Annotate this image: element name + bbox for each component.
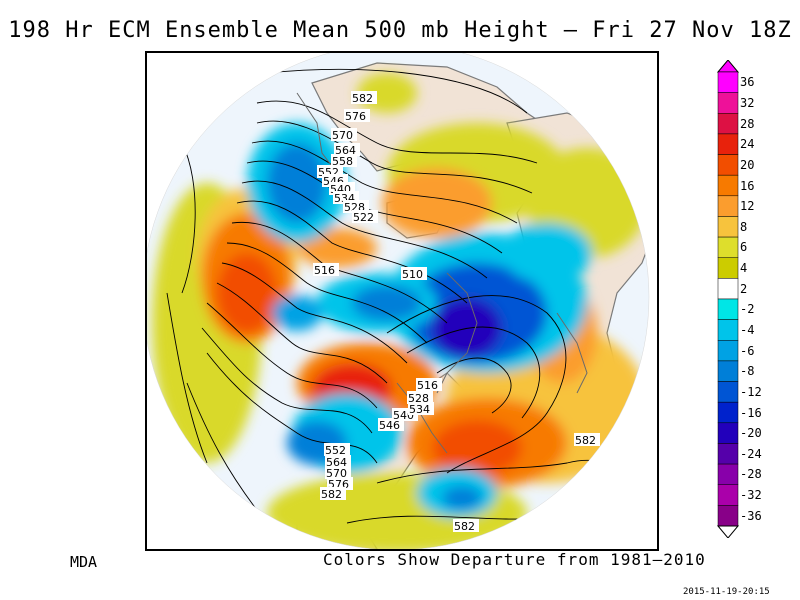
timestamp: 2015-11-19-20:15 [683, 587, 770, 597]
colorbar [716, 60, 740, 538]
contour-label: 522 [352, 210, 378, 224]
svg-text:534: 534 [409, 403, 430, 416]
colorbar-swatch [717, 484, 739, 506]
colorbar-swatch [717, 195, 739, 217]
contour-label: 564 [334, 143, 360, 157]
svg-text:570: 570 [332, 129, 353, 142]
svg-text:582: 582 [352, 92, 373, 105]
polar-map: 582 576 570 564 558 552 546 540 534 528 … [145, 51, 659, 551]
svg-text:546: 546 [379, 419, 400, 432]
contour-label: 582 [574, 433, 600, 447]
contour-label: 570 [325, 466, 351, 480]
svg-text:582: 582 [321, 488, 342, 501]
map-canvas: 582 576 570 564 558 552 546 540 534 528 … [147, 53, 650, 549]
svg-text:516: 516 [147, 53, 168, 56]
colorbar-tick-label: -4 [740, 322, 755, 337]
colorbar-tick-label: -6 [740, 343, 755, 358]
colorbar-tick-label: -36 [740, 508, 762, 523]
colorbar-swatch [717, 154, 739, 176]
colorbar-swatch [717, 236, 739, 258]
colorbar-swatch [717, 113, 739, 135]
colorbar-swatch [717, 401, 739, 424]
colorbar-swatch [717, 278, 739, 300]
contour-label: 510 [401, 267, 427, 281]
contour-label: 582 [320, 487, 346, 501]
colorbar-tick-label: -16 [740, 405, 762, 420]
colorbar-swatch [717, 463, 739, 485]
contour-label: 570 [331, 128, 357, 142]
contour-label: 516 [416, 378, 442, 392]
colorbar-tick-label: 24 [740, 137, 755, 152]
colorbar-tick-label: 36 [740, 75, 755, 90]
colorbar-tick-label: 16 [740, 178, 755, 193]
svg-text:582: 582 [575, 434, 596, 447]
source-label: MDA [70, 553, 98, 571]
contour-label: 582 [351, 91, 377, 105]
colorbar-tick-label: 20 [740, 157, 755, 172]
svg-text:552: 552 [325, 444, 346, 457]
svg-text:564: 564 [326, 456, 347, 469]
colorbar-tick-label: -32 [740, 488, 762, 503]
svg-text:576: 576 [345, 110, 366, 123]
colorbar-tick-label: 8 [740, 219, 748, 234]
colorbar-swatch [717, 505, 739, 527]
colorbar-tick-label: 6 [740, 240, 748, 255]
chart-title: 198 Hr ECM Ensemble Mean 500 mb Height –… [8, 18, 792, 43]
svg-text:522: 522 [353, 211, 374, 224]
colorbar-tick-label: -28 [740, 467, 762, 482]
colorbar-tick-label: 28 [740, 116, 755, 131]
colorbar-swatch [717, 133, 739, 155]
contour-label: 552 [324, 443, 350, 457]
colorbar-tick-label: -24 [740, 446, 762, 461]
svg-text:516: 516 [314, 264, 335, 277]
colorbar-tick-label: -2 [740, 302, 755, 317]
colorbar-swatch [717, 174, 739, 197]
svg-text:516: 516 [417, 379, 438, 392]
colorbar-swatch [717, 216, 739, 238]
height-contours [166, 68, 649, 524]
svg-text:558: 558 [332, 155, 353, 168]
contour-label: 564 [325, 455, 351, 469]
contour-label: 558 [331, 154, 357, 168]
colorbar-tick-label: 4 [740, 261, 748, 276]
contour-label: 534 [408, 402, 434, 416]
contour-label: 546 [378, 418, 404, 432]
colorbar-bottom-arrow [716, 525, 740, 538]
svg-text:564: 564 [335, 144, 356, 157]
colorbar-top-arrow [716, 60, 740, 73]
svg-text:528: 528 [408, 392, 429, 405]
contour-label: 528 [407, 391, 433, 405]
colorbar-swatch [717, 298, 739, 320]
contour-label: 576 [344, 109, 370, 123]
colorbar-swatch [717, 360, 739, 382]
caption: Colors Show Departure from 1981–2010 [323, 550, 706, 569]
colorbar-swatch [717, 71, 739, 93]
colorbar-tick-label: -12 [740, 384, 762, 399]
colorbar-tick-label: -8 [740, 364, 755, 379]
contour-label: 516 [313, 263, 339, 277]
colorbar-swatch [717, 340, 739, 362]
colorbar-swatch [717, 257, 739, 279]
colorbar-swatch [717, 381, 739, 403]
svg-text:510: 510 [402, 268, 423, 281]
svg-text:570: 570 [326, 467, 347, 480]
colorbar-swatch [717, 422, 739, 444]
colorbar-tick-label: 2 [740, 281, 748, 296]
colorbar-swatch [717, 92, 739, 114]
colorbar-tick-label: -20 [740, 426, 762, 441]
contour-label: 582 [453, 519, 479, 533]
colorbar-swatch [717, 443, 739, 465]
colorbar-tick-label: 32 [740, 95, 755, 110]
contour-label: 516 [147, 53, 168, 56]
colorbar-tick-label: 12 [740, 199, 755, 214]
colorbar-swatch [717, 319, 739, 341]
contour-labels: 582 576 570 564 558 552 546 540 534 528 … [147, 53, 600, 533]
svg-text:582: 582 [454, 520, 475, 533]
